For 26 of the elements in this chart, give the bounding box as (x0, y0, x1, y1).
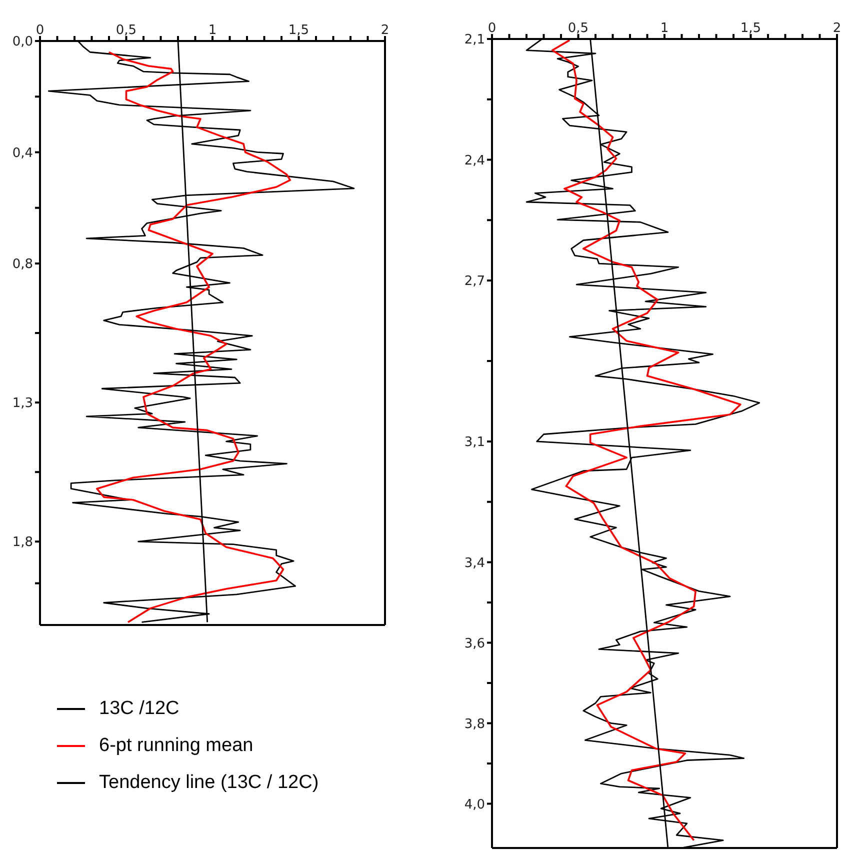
y-tick-label: 0,8 (12, 257, 33, 272)
y-tick-label: 3,8 (464, 716, 485, 732)
y-tick-label: 0,0 (12, 34, 33, 50)
y-tick-label: 4,0 (464, 797, 485, 812)
x-tick-label: 2 (832, 21, 842, 36)
y-tick-label: 3,4 (464, 556, 485, 571)
x-tick-label: 1 (660, 21, 669, 36)
legend-label: Tendency line (13C / 12C) (99, 772, 319, 794)
y-tick-label: 1,3 (12, 396, 33, 412)
x-tick-label: 0,5 (568, 21, 589, 36)
x-tick-label: 2 (380, 23, 390, 38)
y-tick-label: 3,6 (464, 636, 485, 652)
y-tick-label: 1,8 (12, 535, 33, 550)
y-tick-label: 2,7 (464, 274, 485, 290)
x-tick-label: 0,5 (116, 23, 137, 38)
y-tick-label: 3,1 (464, 435, 485, 450)
y-tick-label: 0,4 (12, 146, 33, 161)
x-tick-label: 0 (488, 21, 496, 36)
legend-label: 6-pt running mean (99, 734, 254, 756)
x-tick-label: 1 (208, 23, 217, 38)
y-tick-label: 2,4 (464, 153, 485, 168)
x-tick-label: 1,5 (740, 21, 762, 36)
y-tick-label: 2,1 (464, 32, 485, 48)
x-tick-label: 1,5 (288, 23, 310, 38)
x-tick-label: 0 (36, 23, 44, 38)
legend-label: 13C /12C (99, 698, 180, 720)
